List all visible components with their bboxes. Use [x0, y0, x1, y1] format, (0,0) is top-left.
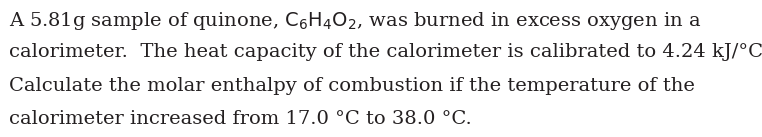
Text: calorimeter increased from 17.0 °C to 38.0 °C.: calorimeter increased from 17.0 °C to 38…	[9, 110, 472, 128]
Text: Calculate the molar enthalpy of combustion if the temperature of the: Calculate the molar enthalpy of combusti…	[9, 77, 695, 95]
Text: calorimeter.  The heat capacity of the calorimeter is calibrated to 4.24 kJ/°C.: calorimeter. The heat capacity of the ca…	[9, 43, 762, 61]
Text: A 5.81g sample of quinone, $\mathrm{C_6H_4O_2}$, was burned in excess oxygen in : A 5.81g sample of quinone, $\mathrm{C_6H…	[9, 10, 702, 32]
